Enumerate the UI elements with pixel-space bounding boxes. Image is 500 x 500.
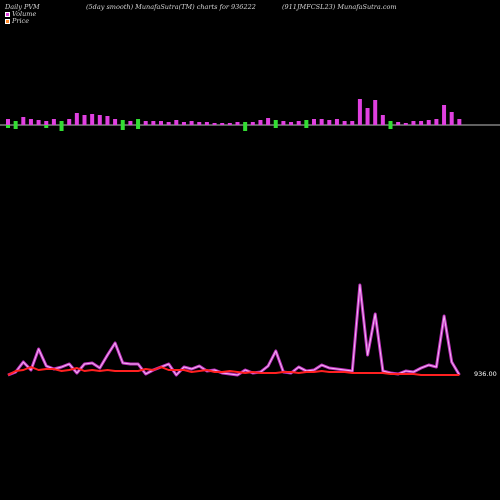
volume-swatch <box>5 11 10 17</box>
volume-bar-below <box>6 125 10 128</box>
volume-bar <box>189 121 194 125</box>
volume-bar <box>312 119 316 125</box>
volume-bar <box>136 119 141 125</box>
volume-bar <box>449 112 454 125</box>
volume-bar <box>235 122 240 125</box>
volume-bar-below <box>273 125 278 128</box>
volume-bar <box>143 121 148 125</box>
chart-source: (911JMFCSL23) MunafaSutra.com <box>282 3 397 11</box>
volume-bar <box>181 122 186 125</box>
volume-bar <box>266 118 271 125</box>
volume-bar <box>174 120 179 125</box>
volume-bar <box>6 119 10 125</box>
volume-bar <box>67 119 72 125</box>
volume-bar <box>105 116 110 125</box>
volume-bar <box>51 119 56 125</box>
volume-bar <box>120 120 125 125</box>
last-price-label: 936.00 <box>474 370 497 378</box>
legend-volume-label: Volume <box>12 10 37 18</box>
volume-bar <box>128 121 133 125</box>
chart-type-label: Daily PVM <box>5 3 40 11</box>
legend-price-label: Price <box>12 17 30 25</box>
volume-bar-below <box>304 125 309 128</box>
volume-bar <box>97 115 102 125</box>
volume-bar <box>442 105 447 125</box>
volume-bar-below <box>59 125 64 131</box>
volume-bar <box>151 121 156 125</box>
price-line <box>7 366 460 376</box>
volume-bar <box>457 119 462 125</box>
volume-bar <box>21 117 26 125</box>
volume-bar <box>419 121 424 125</box>
volume-bar <box>44 121 49 125</box>
volume-bar <box>36 120 41 125</box>
volume-bar <box>159 121 163 125</box>
volume-bar <box>59 121 64 125</box>
volume-bar-below <box>120 125 125 130</box>
legend-volume: Volume <box>5 10 36 18</box>
volume-bar <box>403 123 408 125</box>
volume-bar <box>350 121 355 125</box>
volume-bar <box>28 119 33 125</box>
volume-bar <box>90 114 95 125</box>
volume-bar <box>227 123 232 125</box>
volume-bar <box>197 122 202 125</box>
volume-bar <box>250 122 255 125</box>
volume-bar <box>289 122 294 125</box>
volume-bar <box>373 100 378 125</box>
volume-bar <box>166 122 171 125</box>
volume-bar <box>388 121 393 125</box>
volume-bar <box>220 123 225 125</box>
volume-bar <box>281 121 286 125</box>
volume-line <box>7 284 460 376</box>
volume-bar <box>365 108 370 125</box>
chart-title: (5day smooth) MunafaSutra(TM) charts for… <box>86 3 256 11</box>
volume-line-glow <box>7 283 461 377</box>
volume-bar <box>273 120 278 125</box>
volume-bar <box>13 121 18 125</box>
volume-bar <box>296 121 301 125</box>
price-swatch <box>5 18 10 24</box>
volume-bar <box>411 121 416 125</box>
volume-bar <box>212 123 217 125</box>
volume-bar <box>258 120 263 125</box>
volume-bar <box>74 113 79 125</box>
volume-bar-below <box>243 125 248 131</box>
volume-bar-below <box>13 125 18 129</box>
volume-bar <box>304 120 309 125</box>
volume-bar <box>113 119 118 125</box>
volume-bar <box>82 115 87 125</box>
volume-bar <box>426 120 431 125</box>
volume-bar <box>327 120 332 125</box>
volume-bar <box>396 122 401 125</box>
volume-bar <box>357 99 362 125</box>
volume-bar-below <box>44 125 49 128</box>
volume-bar <box>243 122 248 125</box>
volume-bar-below <box>388 125 393 129</box>
volume-bar <box>334 119 339 125</box>
legend-price: Price <box>5 17 29 25</box>
volume-bar <box>380 115 385 125</box>
volume-bar <box>204 122 209 125</box>
volume-bar-below <box>136 125 141 129</box>
volume-bar <box>342 121 347 125</box>
volume-bar <box>319 119 324 125</box>
volume-bar <box>434 119 439 125</box>
